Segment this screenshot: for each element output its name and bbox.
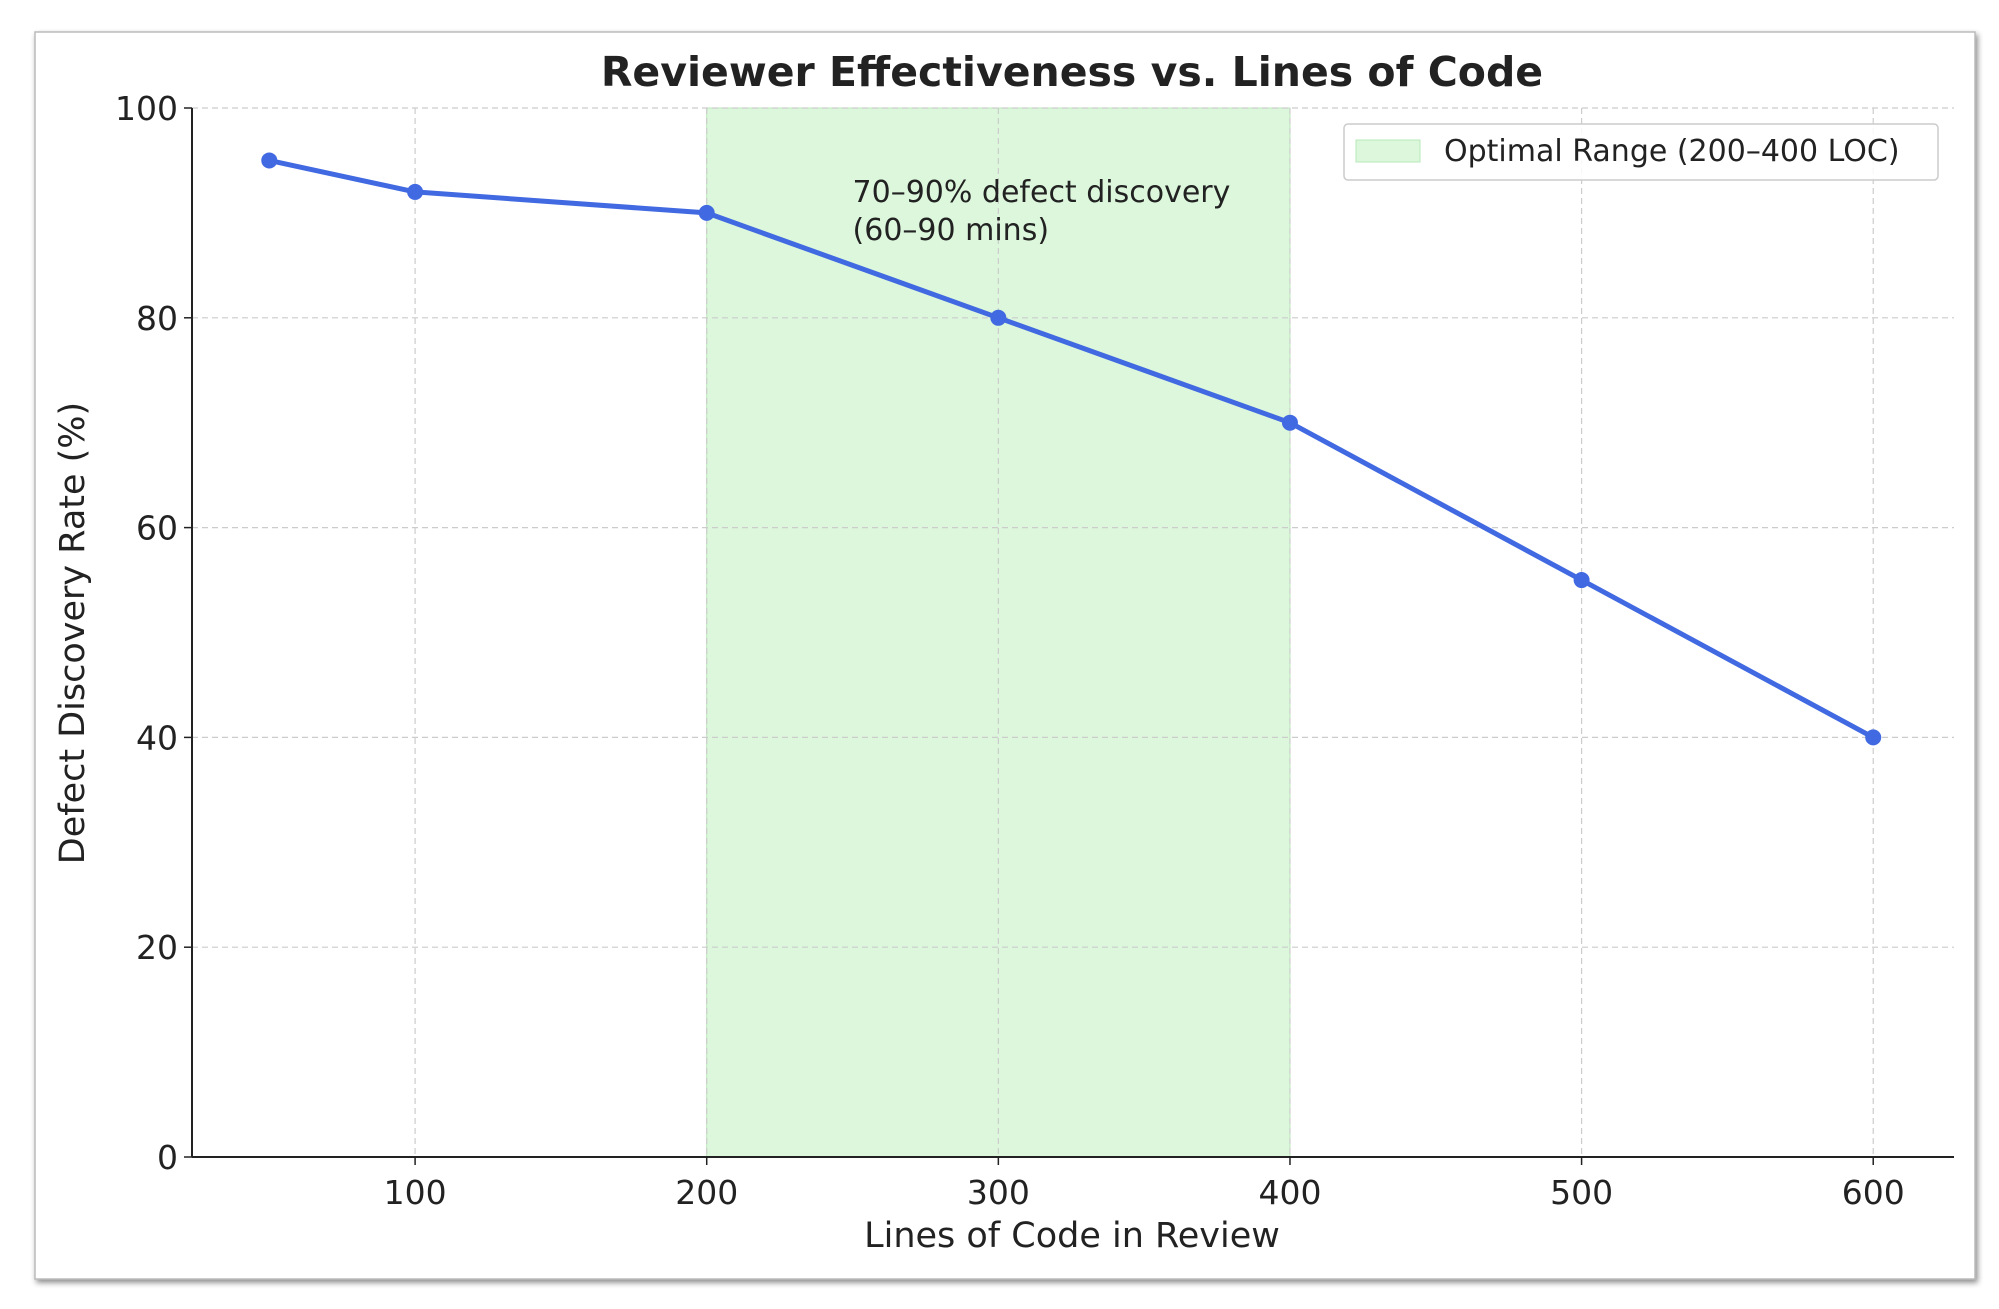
chart-title: Reviewer Effectiveness vs. Lines of Code bbox=[601, 48, 1543, 96]
legend: Optimal Range (200–400 LOC) bbox=[1343, 123, 1939, 181]
y-tick-label: 40 bbox=[136, 718, 178, 757]
y-tick-label: 20 bbox=[136, 928, 178, 967]
x-tick-label: 400 bbox=[1258, 1173, 1321, 1212]
x-tick-label: 200 bbox=[675, 1173, 738, 1212]
x-tick-label: 600 bbox=[1842, 1173, 1905, 1212]
data-point bbox=[1865, 729, 1882, 746]
x-tick-label: 100 bbox=[384, 1173, 447, 1212]
y-axis-label: Defect Discovery Rate (%) bbox=[53, 402, 93, 864]
data-point bbox=[407, 183, 424, 200]
y-tick-label: 60 bbox=[136, 509, 178, 548]
legend-label: Optimal Range (200–400 LOC) bbox=[1444, 134, 1900, 169]
y-tick-label: 0 bbox=[157, 1138, 178, 1177]
y-tick-label: 80 bbox=[136, 299, 178, 338]
data-point bbox=[698, 204, 715, 221]
data-point bbox=[261, 152, 278, 169]
data-point bbox=[990, 309, 1007, 326]
x-axis-label: Lines of Code in Review bbox=[864, 1216, 1280, 1256]
annotation-text: 70–90% defect discovery (60–90 mins) bbox=[853, 175, 1240, 248]
annotation-line-2: (60–90 mins) bbox=[853, 213, 1049, 248]
legend-swatch bbox=[1355, 139, 1421, 163]
y-tick-label: 100 bbox=[115, 89, 178, 128]
legend-box bbox=[1343, 123, 1939, 181]
annotation-line-1: 70–90% defect discovery bbox=[853, 175, 1231, 210]
x-tick-label: 300 bbox=[967, 1173, 1030, 1212]
data-point bbox=[1281, 414, 1298, 431]
x-tick-label: 500 bbox=[1550, 1173, 1613, 1212]
data-point bbox=[1573, 572, 1590, 589]
